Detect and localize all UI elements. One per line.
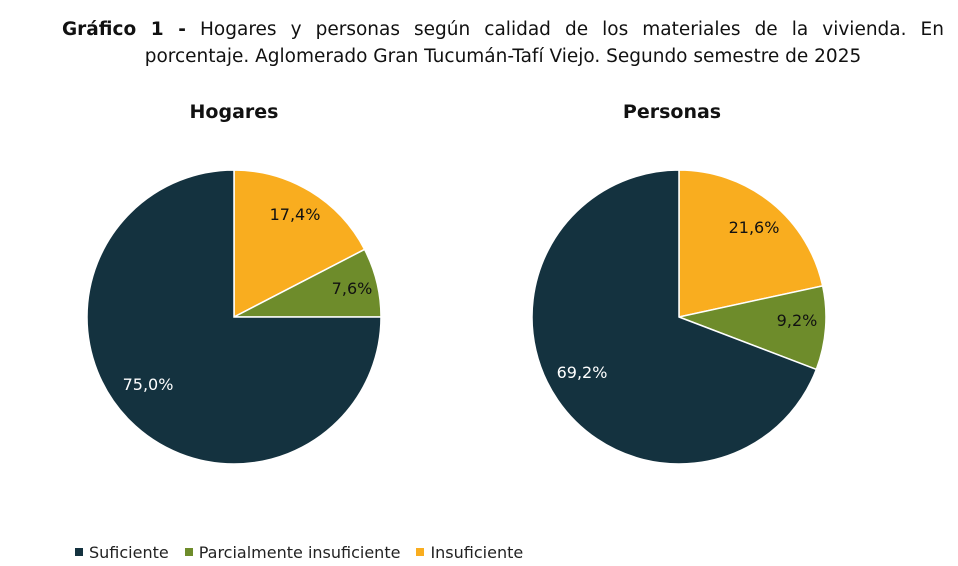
pie-label-hogares-insuficiente: 17,4% xyxy=(270,205,321,224)
pie-label-personas-parcialmente-insuficiente: 9,2% xyxy=(777,311,818,330)
legend-swatch-parcialmente-insuficiente xyxy=(184,548,193,556)
pie-slice-personas-suficiente xyxy=(531,169,818,465)
pie-title-personas: Personas xyxy=(622,101,722,123)
title-line-2: porcentaje. Aglomerado Gran Tucumán-Tafí… xyxy=(144,46,862,67)
pie-label-personas-suficiente: 69,2% xyxy=(557,363,608,382)
pie-slice-personas-insuficiente xyxy=(678,169,824,318)
legend-swatch-insuficiente xyxy=(416,548,425,556)
pie-title-hogares: Hogares xyxy=(189,101,279,123)
pie-slice-personas-parcialmente-insuficiente xyxy=(676,284,827,371)
title-prefix: Gráfico 1 - xyxy=(62,19,186,40)
title-line-1: Gráfico 1 - Hogares y personas según cal… xyxy=(62,16,944,43)
pie-slice-hogares-insuficiente xyxy=(233,169,366,319)
chart-figure-title: Gráfico 1 - Hogares y personas según cal… xyxy=(62,16,944,70)
legend-label-parcialmente-insuficiente: Parcialmente insuficiente xyxy=(198,542,401,562)
chart-legend: Suficiente Parcialmente insuficiente Ins… xyxy=(75,541,539,563)
legend-swatch-suficiente xyxy=(75,548,83,556)
legend-label-insuficiente: Insuficiente xyxy=(430,542,524,562)
legend-item-suficiente: Suficiente xyxy=(75,543,169,562)
legend-item-parcialmente-insuficiente: Parcialmente insuficiente xyxy=(184,542,401,562)
pie-label-hogares-parcialmente-insuficiente: 7,6% xyxy=(332,279,373,298)
legend-item-insuficiente: Insuficiente xyxy=(416,543,523,562)
legend-label-suficiente: Suficiente xyxy=(89,542,169,562)
pie-label-personas-insuficiente: 21,6% xyxy=(729,218,780,237)
pie-slice-hogares-suficiente xyxy=(86,169,382,465)
pie-label-hogares-suficiente: 75,0% xyxy=(123,375,174,394)
title-text-line-1: Hogares y personas según calidad de los … xyxy=(200,19,944,40)
